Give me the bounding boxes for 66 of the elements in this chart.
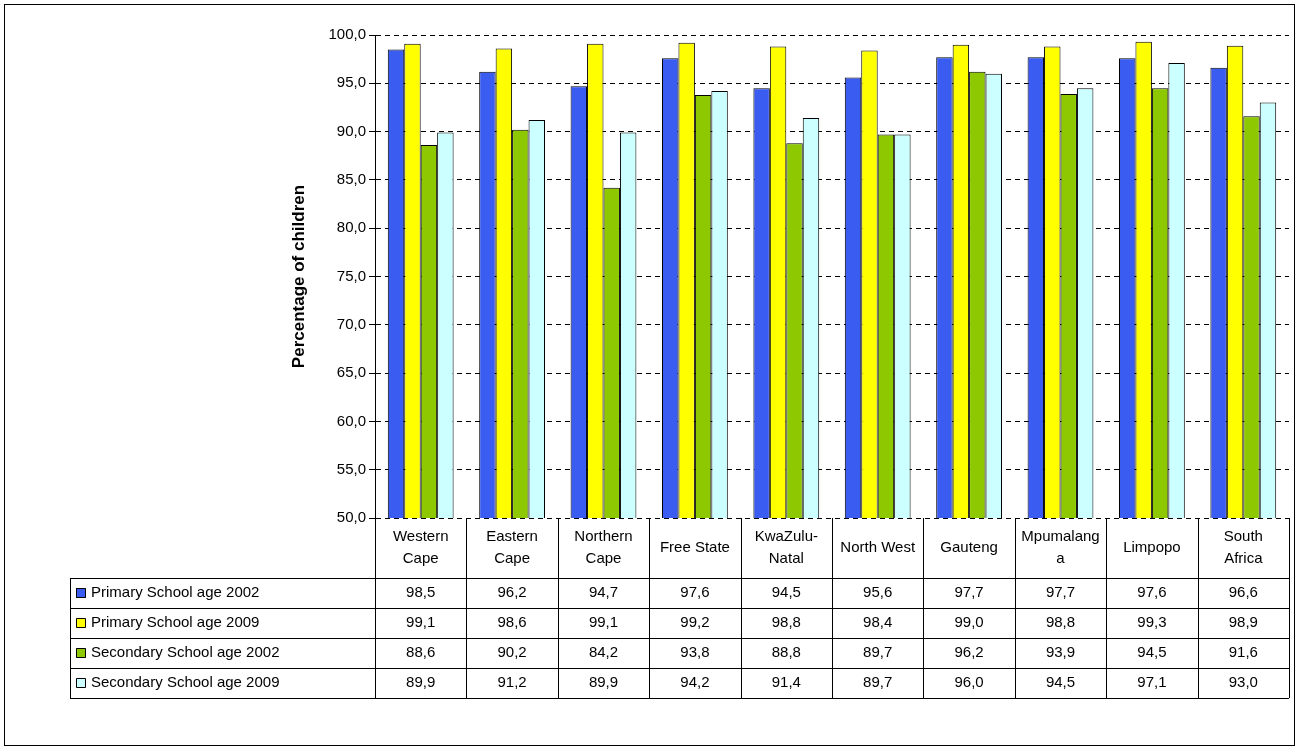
data-label: 88,8 bbox=[771, 643, 801, 661]
data-label: 90,2 bbox=[497, 643, 527, 661]
data-label: 96,6 bbox=[1228, 583, 1258, 601]
legend-label: Secondary School age 2009 bbox=[91, 673, 280, 691]
data-label: 84,2 bbox=[588, 643, 619, 661]
data-label: 94,2 bbox=[680, 673, 710, 691]
data-label: 89,7 bbox=[863, 673, 893, 691]
data-label: 94,5 bbox=[771, 583, 801, 601]
x-tick-label: Free State bbox=[659, 538, 730, 556]
y-tick-label: 70,0 bbox=[336, 314, 366, 332]
data-label: 96,2 bbox=[954, 643, 984, 661]
data-label: 97,1 bbox=[1137, 673, 1167, 691]
data-label: 93,0 bbox=[1228, 673, 1258, 691]
data-label: 99,2 bbox=[680, 613, 710, 631]
data-label: 94,5 bbox=[1137, 643, 1167, 661]
data-label: 88,6 bbox=[406, 643, 436, 661]
legend-label: Primary School age 2009 bbox=[91, 613, 260, 631]
data-label: 99,3 bbox=[1137, 613, 1167, 631]
data-label: 93,8 bbox=[680, 643, 710, 661]
y-axis-title: Percentage of children bbox=[288, 184, 308, 369]
data-label: 94,7 bbox=[588, 583, 619, 601]
data-label: 91,2 bbox=[497, 673, 527, 691]
x-tick-label: Western Cape bbox=[392, 527, 449, 567]
x-tick-label: Mpumalanga bbox=[1021, 527, 1100, 567]
data-label: 95,6 bbox=[863, 583, 893, 601]
x-tick-label: Limpopo bbox=[1123, 538, 1181, 556]
x-tick-label: South Africa bbox=[1223, 527, 1264, 567]
data-label: 98,4 bbox=[863, 613, 893, 631]
x-tick-label: KwaZulu-Natal bbox=[754, 527, 818, 567]
data-label: 99,1 bbox=[406, 613, 436, 631]
legend-label: Primary School age 2002 bbox=[91, 583, 260, 601]
data-label: 91,4 bbox=[771, 673, 801, 691]
data-label: 98,8 bbox=[771, 613, 801, 631]
y-tick-label: 55,0 bbox=[336, 459, 366, 477]
data-label: 89,9 bbox=[406, 673, 436, 691]
data-label: 89,9 bbox=[588, 673, 619, 691]
data-label: 98,6 bbox=[497, 613, 527, 631]
y-tick-label: 60,0 bbox=[336, 411, 366, 429]
data-label: 93,9 bbox=[1045, 643, 1076, 661]
data-label: 97,6 bbox=[680, 583, 710, 601]
data-label: 97,7 bbox=[954, 583, 984, 601]
data-label: 96,0 bbox=[954, 673, 984, 691]
data-label: 91,6 bbox=[1228, 643, 1258, 661]
data-label: 99,0 bbox=[954, 613, 984, 631]
y-tick-label: 90,0 bbox=[336, 121, 366, 139]
data-label: 98,9 bbox=[1228, 613, 1258, 631]
x-tick-label: Northern Cape bbox=[574, 527, 633, 567]
data-label: 96,2 bbox=[497, 583, 527, 601]
data-label: 97,7 bbox=[1045, 583, 1076, 601]
data-label: 97,6 bbox=[1137, 583, 1167, 601]
y-tick-label: 95,0 bbox=[336, 73, 366, 91]
x-tick-label: Eastern Cape bbox=[486, 527, 538, 567]
data-label: 99,1 bbox=[588, 613, 619, 631]
data-label: 98,5 bbox=[406, 583, 436, 601]
data-label: 98,8 bbox=[1045, 613, 1076, 631]
x-tick-label: North West bbox=[840, 538, 916, 556]
legend-label: Secondary School age 2002 bbox=[91, 643, 280, 661]
y-tick-label: 65,0 bbox=[336, 363, 366, 381]
y-tick-label: 100,0 bbox=[328, 25, 366, 43]
data-label: 89,7 bbox=[863, 643, 893, 661]
y-tick-label: 50,0 bbox=[336, 508, 366, 526]
x-tick-label: Gauteng bbox=[940, 538, 998, 556]
y-tick-label: 80,0 bbox=[336, 218, 366, 236]
data-label: 94,5 bbox=[1045, 673, 1076, 691]
y-tick-label: 85,0 bbox=[336, 170, 366, 188]
y-tick-label: 75,0 bbox=[336, 266, 366, 284]
